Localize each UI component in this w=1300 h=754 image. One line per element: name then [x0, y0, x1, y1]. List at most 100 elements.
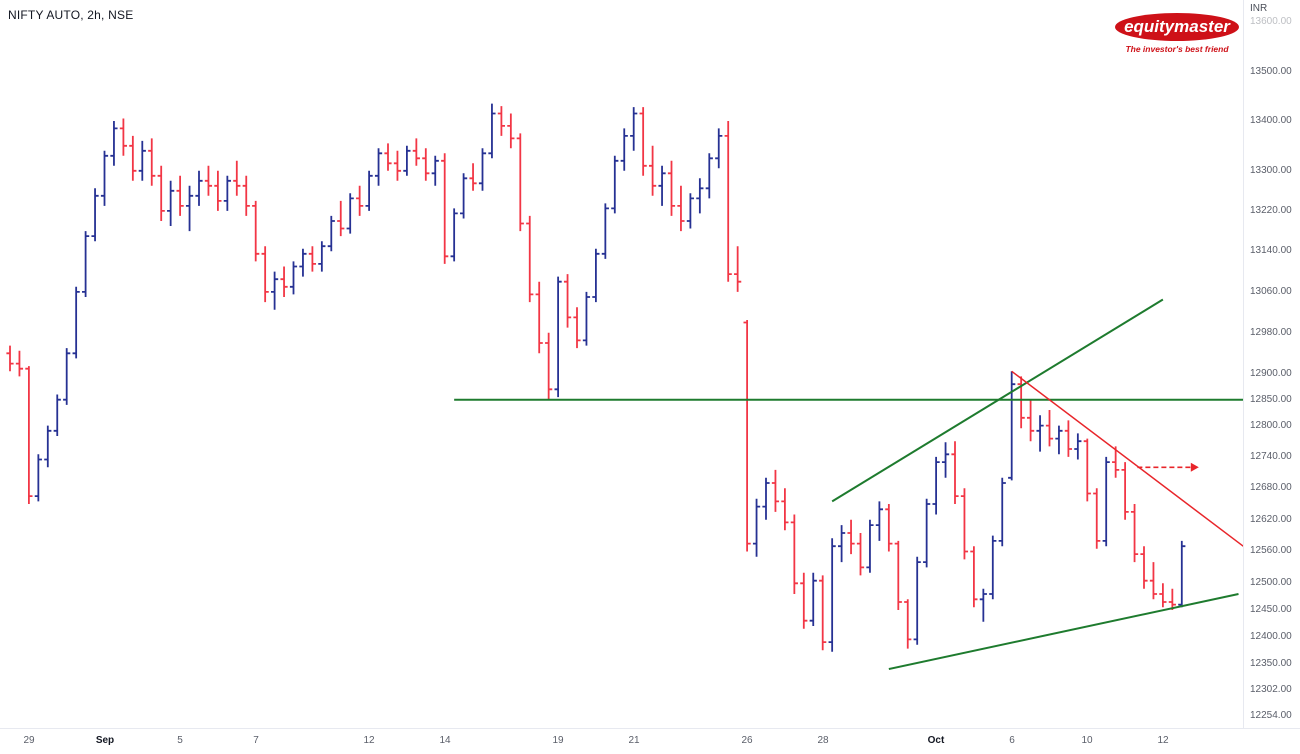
ohlc-bar [894, 540, 902, 610]
ohlc-bar [743, 320, 751, 552]
price-axis-label: 12850.00 [1250, 394, 1292, 405]
ohlc-bar [91, 188, 99, 242]
ohlc-bar [271, 271, 279, 310]
price-axis[interactable]: INR 13600.00 13500.00 13400.00 13300.00 1322… [1243, 0, 1300, 728]
time-axis-label: 6 [1009, 735, 1015, 746]
price-axis-label: 13400.00 [1250, 115, 1292, 126]
ohlc-bar [573, 307, 581, 349]
ohlc-bar [828, 538, 836, 652]
falling-red-trendline[interactable] [1011, 370, 1243, 547]
symbol-title: NIFTY AUTO, 2h, NSE [8, 8, 134, 22]
ohlc-bar [1178, 540, 1186, 608]
ohlc-bar [422, 148, 430, 181]
price-axis-label: 13060.00 [1250, 286, 1292, 297]
time-axis[interactable]: 29 Sep 5 7 12 14 19 21 26 28 Oct 6 10 12 [0, 728, 1300, 754]
ohlc-bar [979, 588, 987, 622]
ohlc-bar [214, 170, 222, 211]
ohlc-bar [1159, 583, 1167, 608]
ohlc-bar [762, 477, 770, 520]
ohlc-bar [1074, 433, 1082, 460]
ohlc-bar [1130, 504, 1139, 563]
ohlc-bar [582, 291, 591, 346]
price-axis-label: 12740.00 [1250, 451, 1292, 462]
price-axis-label: 12500.00 [1250, 577, 1292, 588]
ohlc-bar [838, 525, 846, 563]
ohlc-bar [337, 200, 345, 237]
ohlc-bar [734, 246, 742, 292]
ohlc-bar [904, 599, 912, 649]
price-axis-label: 12560.00 [1250, 545, 1292, 556]
ohlc-bar [885, 504, 893, 552]
ohlc-bar [346, 193, 354, 234]
ohlc-bar [148, 138, 156, 186]
price-axis-label: 12680.00 [1250, 482, 1292, 493]
ohlc-bar [478, 148, 487, 191]
price-axis-label: 12450.00 [1250, 604, 1292, 615]
time-axis-label: 10 [1081, 735, 1093, 746]
ohlc-bar [592, 248, 600, 303]
ohlc-bar [667, 160, 676, 216]
ohlc-bar [129, 135, 137, 181]
ohlc-bar [1045, 410, 1054, 447]
lower-green-trendline[interactable] [888, 593, 1239, 670]
ohlc-bar [1036, 415, 1044, 452]
ohlc-bar [998, 477, 1006, 547]
ohlc-bar [1064, 420, 1072, 457]
time-axis-month-label: Sep [95, 735, 115, 746]
price-axis-label: 13500.00 [1250, 66, 1292, 77]
ohlc-bar [82, 231, 90, 297]
ohlc-bar [403, 145, 411, 176]
ohlc-bar [630, 107, 638, 151]
ohlc-bar [601, 203, 609, 259]
ohlc-bar [119, 118, 127, 156]
ohlc-bar [412, 138, 420, 166]
ohlc-bar [356, 185, 364, 216]
ohlc-bar [970, 546, 978, 608]
price-axis-label: 12800.00 [1250, 420, 1292, 431]
ohlc-bar [25, 366, 33, 504]
ohlc-bar [384, 143, 392, 171]
ohlc-bar [960, 488, 969, 560]
ohlc-bar [1140, 546, 1148, 589]
ohlc-bar [72, 286, 80, 359]
ohlc-bar [516, 133, 524, 232]
ohlc-bar [167, 180, 175, 226]
ohlc-bar [488, 103, 496, 159]
ohlc-bar [1008, 371, 1016, 481]
ohlc-bar [374, 148, 383, 186]
breakout-arrow[interactable] [1137, 462, 1199, 472]
ohlc-bar [138, 140, 146, 181]
ohlc-bar [913, 556, 921, 645]
ohlc-bar [176, 175, 184, 216]
ohlc-bar [649, 145, 657, 196]
ohlc-bar [34, 454, 42, 502]
currency-label: INR [1250, 3, 1268, 14]
ohlc-bar [1168, 588, 1176, 610]
time-axis-label: 26 [741, 735, 753, 746]
ohlc-bar [195, 170, 203, 206]
ohlc-bar [639, 107, 647, 176]
time-axis-label: 5 [177, 735, 183, 746]
ohlc-bar [677, 185, 685, 232]
price-axis-label: 12350.00 [1250, 658, 1292, 669]
ohlc-bar [781, 488, 789, 531]
ohlc-bar [856, 533, 865, 576]
ohlc-bar [545, 332, 553, 400]
ohlc-bar [923, 498, 931, 568]
ohlc-bar [441, 153, 449, 264]
ohlc-bar [752, 498, 761, 557]
price-axis-label: 13300.00 [1250, 165, 1292, 176]
time-axis-label: 7 [253, 735, 259, 746]
ohlc-bar [261, 246, 269, 303]
ohlc-bar [460, 173, 468, 219]
ohlc-bar [44, 425, 52, 468]
ohlc-bar [15, 350, 24, 377]
ohlc-bar [223, 175, 231, 211]
upper-green-trendline[interactable] [831, 298, 1164, 503]
ohlc-bar [233, 160, 241, 196]
ohlc-bar [705, 153, 713, 199]
price-chart[interactable] [0, 0, 1243, 728]
ohlc-bar [554, 276, 562, 398]
ohlc-bar [847, 519, 855, 555]
